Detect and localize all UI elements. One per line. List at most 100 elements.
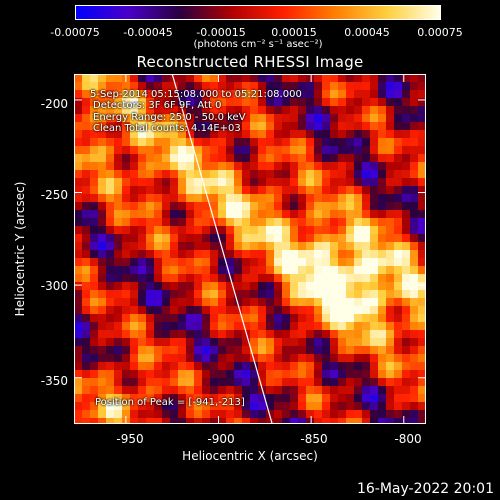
image-pixel (354, 218, 363, 227)
image-pixel (290, 290, 299, 299)
image-pixel (378, 114, 387, 123)
image-pixel (410, 290, 419, 299)
image-pixel (242, 130, 251, 139)
image-pixel (98, 226, 107, 235)
image-pixel (82, 234, 91, 243)
image-pixel (402, 226, 411, 235)
image-pixel (274, 178, 283, 187)
image-pixel (314, 410, 323, 419)
image-pixel (146, 370, 155, 379)
image-pixel (178, 330, 187, 339)
image-pixel (98, 162, 107, 171)
image-pixel (322, 410, 331, 419)
image-pixel (266, 394, 275, 403)
image-pixel (90, 98, 99, 107)
image-pixel (242, 154, 251, 163)
image-pixel (410, 234, 419, 243)
image-pixel (242, 322, 251, 331)
image-pixel (170, 314, 179, 323)
image-pixel (130, 402, 139, 411)
image-pixel (346, 370, 355, 379)
image-pixel (250, 194, 259, 203)
image-pixel (210, 298, 219, 307)
image-pixel (74, 346, 83, 355)
image-pixel (170, 122, 179, 131)
image-pixel (338, 314, 347, 323)
image-pixel (274, 370, 283, 379)
image-pixel (170, 290, 179, 299)
image-pixel (354, 298, 363, 307)
image-pixel (106, 138, 115, 147)
image-pixel (130, 394, 139, 403)
image-pixel (98, 370, 107, 379)
image-pixel (122, 378, 131, 387)
image-pixel (314, 250, 323, 259)
image-pixel (74, 274, 83, 283)
image-pixel (122, 290, 131, 299)
image-pixel (314, 226, 323, 235)
image-pixel (362, 106, 371, 115)
x-axis-label: Heliocentric X (arcsec) (182, 449, 318, 463)
image-pixel (394, 90, 403, 99)
image-pixel (282, 250, 291, 259)
image-pixel (338, 378, 347, 387)
image-pixel (370, 162, 379, 171)
image-pixel (226, 82, 235, 91)
image-pixel (130, 186, 139, 195)
image-pixel (178, 258, 187, 267)
image-pixel (242, 242, 251, 251)
image-pixel (218, 194, 227, 203)
image-pixel (410, 298, 419, 307)
image-pixel (410, 338, 419, 347)
image-pixel (370, 330, 379, 339)
image-pixel (274, 298, 283, 307)
image-pixel (354, 154, 363, 163)
image-pixel (322, 162, 331, 171)
image-pixel (242, 170, 251, 179)
image-pixel (186, 306, 195, 315)
image-pixel (306, 98, 315, 107)
image-pixel (410, 362, 419, 371)
image-pixel (226, 74, 235, 83)
image-pixel (330, 90, 339, 99)
image-pixel (146, 114, 155, 123)
image-pixel (402, 338, 411, 347)
image-pixel (370, 394, 379, 403)
image-pixel (138, 146, 147, 155)
image-pixel (394, 194, 403, 203)
image-pixel (274, 82, 283, 91)
image-pixel (218, 338, 227, 347)
image-pixel (394, 202, 403, 211)
image-pixel (234, 90, 243, 99)
image-pixel (282, 130, 291, 139)
image-pixel (274, 130, 283, 139)
image-pixel (266, 330, 275, 339)
image-pixel (146, 378, 155, 387)
image-pixel (282, 234, 291, 243)
image-pixel (226, 114, 235, 123)
image-pixel (266, 226, 275, 235)
image-pixel (282, 386, 291, 395)
image-pixel (170, 98, 179, 107)
image-pixel (250, 106, 259, 115)
image-pixel (218, 394, 227, 403)
image-pixel (346, 410, 355, 419)
image-pixel (410, 242, 419, 251)
image-pixel (218, 282, 227, 291)
image-pixel (298, 154, 307, 163)
image-pixel (226, 386, 235, 395)
image-pixel (234, 82, 243, 91)
image-pixel (258, 314, 267, 323)
image-pixel (362, 146, 371, 155)
image-pixel (258, 370, 267, 379)
image-pixel (354, 290, 363, 299)
image-pixel (322, 298, 331, 307)
image-pixel (298, 330, 307, 339)
image-pixel (330, 74, 339, 83)
image-pixel (178, 162, 187, 171)
image-pixel (90, 170, 99, 179)
image-pixel (370, 354, 379, 363)
image-pixel (74, 154, 83, 163)
image-pixel (402, 266, 411, 275)
image-pixel (410, 226, 419, 235)
